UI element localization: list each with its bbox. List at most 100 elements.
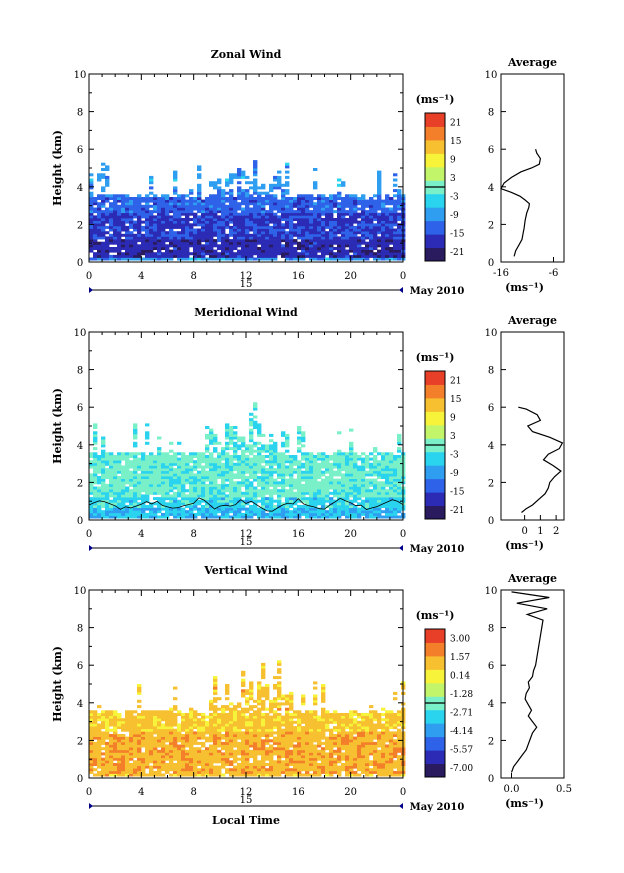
heatmap-cell: [361, 510, 366, 514]
heatmap-cell: [193, 494, 198, 498]
heatmap-cell: [197, 244, 202, 248]
heatmap-cell: [161, 736, 166, 740]
heatmap-cell: [189, 494, 194, 498]
heatmap-cell: [261, 218, 266, 221]
heatmap-cell: [129, 715, 134, 719]
heatmap-cell: [261, 247, 266, 250]
heatmap-cell: [181, 483, 186, 487]
heatmap-cell: [89, 186, 94, 190]
heatmap-cell: [209, 207, 214, 211]
heatmap-cell: [217, 225, 222, 229]
heatmap-cell: [133, 483, 138, 487]
heatmap-cell: [113, 210, 118, 214]
heatmap-cell: [209, 244, 214, 248]
heatmap-cell: [241, 483, 246, 487]
heatmap-cell: [137, 462, 142, 466]
heatmap-cell: [93, 755, 98, 759]
heatmap-cell: [101, 436, 106, 440]
heatmap-cell: [189, 197, 194, 200]
heatmap-cell: [133, 452, 138, 456]
heatmap-cell: [101, 741, 106, 745]
heatmap-cell: [181, 757, 186, 761]
heatmap-cell: [393, 249, 398, 253]
heatmap-cell: [249, 244, 254, 248]
heatmap-cell: [89, 476, 94, 479]
heatmap-cell: [225, 473, 230, 477]
heatmap-cell: [233, 507, 238, 511]
heatmap-cell: [285, 239, 290, 243]
heatmap-cell: [129, 718, 134, 722]
heatmap-cell: [249, 215, 254, 219]
heatmap-cell: [237, 502, 242, 506]
heatmap-cell: [109, 734, 114, 737]
heatmap-cell: [133, 212, 138, 216]
heatmap-cell: [349, 507, 354, 511]
heatmap-cell: [161, 228, 166, 232]
heatmap-cell: [105, 244, 110, 248]
heatmap-cell: [209, 254, 214, 258]
heatmap-cell: [197, 241, 202, 245]
heatmap-cell: [205, 760, 210, 764]
heatmap-cell: [101, 757, 106, 761]
heatmap-cell: [109, 718, 114, 722]
heatmap-cell: [173, 502, 178, 506]
heatmap-cell: [293, 510, 298, 514]
heatmap-cell: [205, 449, 210, 453]
heatmap-cell: [225, 423, 230, 427]
heatmap-cell: [205, 436, 210, 440]
heatmap-cell: [221, 223, 226, 227]
heatmap-cell: [109, 489, 114, 493]
heatmap-cell: [117, 215, 122, 219]
heatmap-cell: [149, 212, 154, 216]
heatmap-cell: [93, 241, 98, 245]
heatmap-cell: [177, 476, 182, 479]
heatmap-cell: [173, 713, 178, 716]
heatmap-cell: [365, 241, 370, 245]
heatmap-cell: [321, 236, 326, 240]
heatmap-cell: [285, 199, 290, 203]
heatmap-cell: [301, 462, 306, 466]
heatmap-cell: [393, 204, 398, 208]
heatmap-cell: [177, 252, 182, 256]
heatmap-cell: [261, 447, 266, 451]
heatmap-cell: [289, 473, 294, 477]
heatmap-cell: [261, 257, 266, 261]
heatmap-cell: [209, 431, 214, 435]
heatmap-cell: [173, 507, 178, 511]
heatmap-cell: [337, 202, 342, 206]
heatmap-cell: [341, 473, 346, 477]
heatmap-cell: [249, 473, 254, 477]
heatmap-cell: [329, 233, 334, 237]
heatmap-cell: [297, 460, 302, 464]
heatmap-cell: [177, 202, 182, 206]
heatmap-cell: [217, 220, 222, 224]
heatmap-cell: [109, 202, 114, 206]
heatmap-cell: [289, 483, 294, 487]
heatmap-cell: [381, 210, 386, 214]
heatmap-cell: [173, 215, 178, 219]
heatmap-cell: [209, 512, 214, 516]
heatmap-cell: [265, 247, 270, 250]
heatmap-cell: [141, 460, 146, 464]
heatmap-cell: [237, 447, 242, 451]
heatmap-cell: [361, 473, 366, 477]
heatmap-cell: [133, 763, 138, 766]
heatmap-cell: [137, 713, 142, 716]
heatmap-cell: [169, 744, 174, 748]
heatmap-cell: [253, 160, 258, 164]
heatmap-cell: [345, 452, 350, 456]
heatmap-cell: [253, 507, 258, 511]
heatmap-cell: [121, 752, 126, 756]
heatmap-cell: [89, 497, 94, 501]
heatmap-cell: [321, 462, 326, 466]
heatmap-cell: [165, 197, 170, 200]
heatmap-cell: [341, 231, 346, 235]
heatmap-cell: [333, 231, 338, 235]
heatmap-cell: [357, 228, 362, 232]
heatmap-cell: [209, 726, 214, 730]
heatmap-cell: [105, 494, 110, 498]
heatmap-cell: [105, 476, 110, 479]
heatmap-cell: [117, 220, 122, 224]
heatmap-cell: [233, 207, 238, 211]
